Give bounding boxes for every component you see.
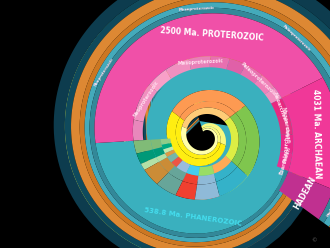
Text: Mesoproterozoic: Mesoproterozoic — [179, 6, 215, 12]
Polygon shape — [166, 59, 191, 79]
Polygon shape — [277, 114, 293, 135]
Polygon shape — [212, 155, 231, 173]
Polygon shape — [216, 166, 248, 196]
Polygon shape — [224, 117, 239, 161]
Polygon shape — [195, 182, 219, 200]
Polygon shape — [172, 90, 245, 117]
Polygon shape — [277, 151, 292, 171]
Text: Paleoproterozoic: Paleoproterozoic — [282, 24, 312, 52]
Polygon shape — [54, 0, 330, 248]
Polygon shape — [163, 147, 174, 153]
Polygon shape — [186, 165, 200, 176]
Text: Paleoproterozoic: Paleoproterozoic — [240, 62, 277, 97]
Text: ©: © — [311, 238, 317, 243]
Polygon shape — [156, 154, 167, 162]
Polygon shape — [235, 105, 259, 176]
Text: Eoarchean: Eoarchean — [278, 146, 291, 175]
Polygon shape — [162, 143, 172, 150]
Polygon shape — [176, 181, 197, 200]
Polygon shape — [202, 126, 221, 143]
Polygon shape — [176, 117, 220, 159]
Polygon shape — [137, 150, 156, 164]
Polygon shape — [96, 65, 289, 234]
Text: 2500 Ma. PROTEROZOIC: 2500 Ma. PROTEROZOIC — [160, 27, 264, 43]
Text: HADEAN: HADEAN — [292, 175, 318, 211]
Polygon shape — [182, 173, 199, 184]
Polygon shape — [65, 0, 330, 248]
Polygon shape — [167, 153, 179, 162]
Text: Paleoarchean: Paleoarchean — [283, 125, 291, 163]
Polygon shape — [281, 78, 330, 189]
Polygon shape — [141, 157, 159, 170]
Polygon shape — [182, 108, 230, 129]
Polygon shape — [189, 56, 211, 70]
Polygon shape — [134, 85, 157, 122]
Text: Neoarchean: Neoarchean — [272, 92, 288, 125]
Text: Neoarchean: Neoarchean — [328, 75, 330, 101]
Polygon shape — [254, 75, 275, 94]
Polygon shape — [197, 174, 216, 185]
Text: Mesoarchean: Mesoarchean — [280, 107, 290, 144]
Polygon shape — [201, 123, 226, 145]
Polygon shape — [230, 113, 246, 166]
Polygon shape — [177, 160, 190, 173]
Polygon shape — [80, 0, 330, 247]
Text: 538.8 Ma. PHANEROZOIC: 538.8 Ma. PHANEROZOIC — [144, 207, 243, 226]
Polygon shape — [153, 147, 165, 157]
Polygon shape — [133, 120, 144, 141]
Polygon shape — [214, 161, 237, 182]
Polygon shape — [169, 166, 186, 181]
Polygon shape — [171, 156, 183, 167]
Polygon shape — [210, 56, 230, 69]
Polygon shape — [181, 126, 218, 155]
Text: Neoproterozoic: Neoproterozoic — [93, 56, 115, 87]
Polygon shape — [134, 140, 153, 154]
Polygon shape — [89, 8, 330, 238]
Polygon shape — [280, 135, 293, 153]
Polygon shape — [71, 0, 330, 248]
Text: Neoproterozoic: Neoproterozoic — [133, 79, 160, 118]
Polygon shape — [226, 59, 246, 74]
Polygon shape — [84, 2, 330, 242]
Polygon shape — [145, 162, 169, 184]
Polygon shape — [157, 173, 182, 195]
Polygon shape — [180, 101, 235, 121]
Polygon shape — [167, 111, 226, 166]
Polygon shape — [240, 65, 262, 84]
Text: Mesoproterozoic: Mesoproterozoic — [177, 59, 223, 66]
Polygon shape — [149, 70, 171, 92]
Polygon shape — [165, 150, 176, 157]
Polygon shape — [151, 139, 162, 150]
Text: Hadean: Hadean — [326, 200, 330, 217]
Polygon shape — [94, 13, 323, 143]
Polygon shape — [271, 98, 289, 117]
Polygon shape — [279, 171, 330, 219]
Polygon shape — [160, 139, 171, 145]
Polygon shape — [265, 88, 281, 103]
Polygon shape — [159, 157, 175, 173]
Polygon shape — [199, 165, 214, 176]
Text: 4031 Ma. ARCHAEAN: 4031 Ma. ARCHAEAN — [311, 89, 322, 179]
